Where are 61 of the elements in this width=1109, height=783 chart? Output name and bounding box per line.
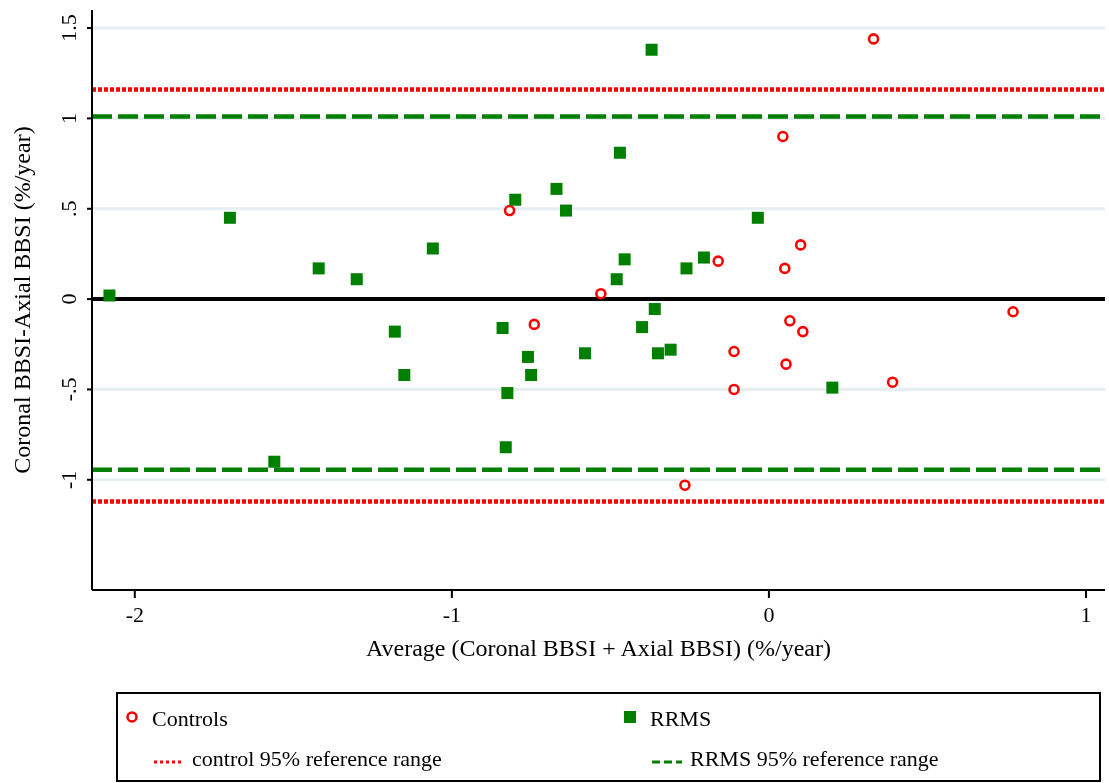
point	[618, 253, 631, 266]
x-tick-label: 0	[763, 602, 775, 627]
point	[350, 273, 363, 286]
point	[645, 43, 658, 56]
point	[610, 273, 623, 286]
y-tick-label: 0	[56, 293, 81, 305]
point	[780, 358, 792, 370]
legend-label: Controls	[152, 706, 228, 731]
point	[778, 262, 791, 275]
point	[826, 381, 839, 394]
point	[697, 251, 710, 264]
x-axis-title: Average (Coronal BBSI + Axial BBSI) (%/year)	[366, 635, 831, 661]
y-tick-label: .5	[56, 200, 81, 217]
point	[525, 368, 538, 381]
legend-label: RRMS 95% reference range	[690, 746, 939, 771]
point	[521, 350, 534, 363]
point	[728, 345, 740, 358]
point	[223, 211, 236, 224]
point	[1007, 305, 1019, 318]
point	[613, 146, 626, 159]
point	[550, 182, 563, 195]
legend-label: control 95% reference range	[192, 746, 442, 771]
point	[651, 347, 664, 360]
y-tick-label: 1.5	[56, 14, 81, 42]
point	[648, 303, 661, 316]
point	[777, 130, 789, 143]
legend-label: RRMS	[650, 706, 712, 731]
point	[388, 325, 401, 338]
point	[784, 314, 796, 327]
point	[579, 347, 592, 360]
y-tick-label: 1	[56, 112, 81, 124]
point	[751, 211, 764, 224]
point	[528, 318, 541, 331]
point	[509, 193, 522, 206]
point	[595, 287, 607, 300]
y-tick-label: -.5	[56, 377, 81, 402]
point	[712, 255, 724, 267]
point	[886, 376, 899, 389]
point	[501, 387, 514, 400]
point	[426, 242, 439, 255]
y-axis-title: Coronal BBSI-Axial BBSI (%/year)	[9, 126, 35, 474]
x-tick-label: -2	[125, 602, 144, 627]
point	[499, 441, 512, 454]
point	[268, 455, 281, 468]
point	[496, 322, 509, 335]
point	[103, 289, 116, 302]
point	[636, 321, 649, 334]
point	[503, 204, 516, 217]
point	[867, 33, 880, 45]
point	[664, 343, 677, 356]
point	[679, 479, 691, 491]
y-tick-label: -1	[56, 470, 81, 489]
point	[560, 204, 572, 217]
point	[797, 325, 809, 338]
point	[728, 383, 740, 396]
point	[312, 262, 325, 275]
point	[680, 262, 693, 275]
point	[398, 368, 411, 381]
x-tick-label: 1	[1080, 602, 1092, 627]
x-tick-label: -1	[442, 602, 462, 627]
point	[794, 239, 807, 251]
